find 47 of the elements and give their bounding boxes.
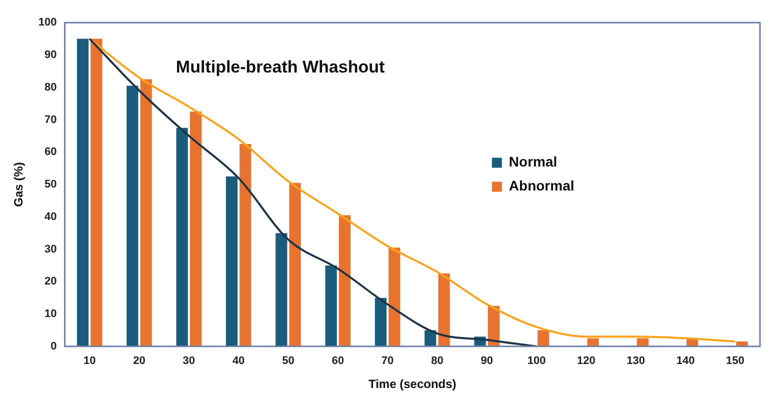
bar bbox=[190, 112, 202, 346]
y-tick-label: 10 bbox=[44, 308, 57, 320]
bar bbox=[325, 265, 337, 346]
bar bbox=[289, 182, 301, 346]
x-tick-label: 30 bbox=[182, 355, 196, 368]
x-tick-label: 60 bbox=[332, 355, 344, 368]
bar bbox=[388, 248, 400, 346]
y-tick-label: 50 bbox=[44, 178, 57, 191]
y-tick-label: 60 bbox=[44, 146, 57, 158]
bar bbox=[140, 79, 152, 346]
x-tick-label: 140 bbox=[676, 355, 695, 368]
x-tick-label: 150 bbox=[726, 355, 744, 368]
bar bbox=[90, 38, 102, 346]
bar bbox=[76, 38, 89, 346]
bar bbox=[126, 86, 138, 346]
bar bbox=[276, 233, 288, 346]
y-tick-label: 40 bbox=[44, 210, 57, 223]
y-tick-label: 20 bbox=[44, 276, 57, 288]
text: Multiple-breath Whashout bbox=[176, 57, 385, 76]
x-tick-label: 10 bbox=[83, 355, 96, 368]
y-tick-label: 0 bbox=[50, 340, 57, 352]
x-tick-label: 70 bbox=[381, 355, 394, 368]
x-tick-label: 20 bbox=[133, 355, 146, 368]
bar bbox=[226, 176, 238, 346]
y-tick-label: 80 bbox=[44, 81, 57, 94]
legend-label: Abnormal bbox=[508, 178, 574, 194]
bar bbox=[240, 144, 252, 346]
y-tick-label: 70 bbox=[44, 114, 57, 126]
x-tick-label: 50 bbox=[282, 355, 294, 368]
x-tick-label: 130 bbox=[626, 355, 646, 368]
y-tick-label: 90 bbox=[44, 49, 57, 62]
y-axis-title: Gas (%) bbox=[12, 162, 26, 207]
bar bbox=[338, 215, 351, 346]
bar bbox=[176, 128, 188, 346]
x-tick-label: 80 bbox=[431, 355, 444, 368]
x-axis-title: Time (seconds) bbox=[368, 377, 456, 392]
bar bbox=[438, 274, 450, 346]
x-tick-label: 40 bbox=[232, 355, 245, 368]
legend-label: Normal bbox=[508, 154, 558, 170]
line-series bbox=[88, 38, 736, 343]
x-tick-label: 90 bbox=[480, 355, 493, 368]
bar bbox=[538, 330, 550, 346]
y-tick-label: 100 bbox=[38, 16, 57, 29]
bar bbox=[374, 298, 387, 346]
y-tick-label: 30 bbox=[44, 243, 57, 256]
x-tick-label: 120 bbox=[577, 355, 596, 368]
x-tick-label: 100 bbox=[527, 355, 546, 368]
